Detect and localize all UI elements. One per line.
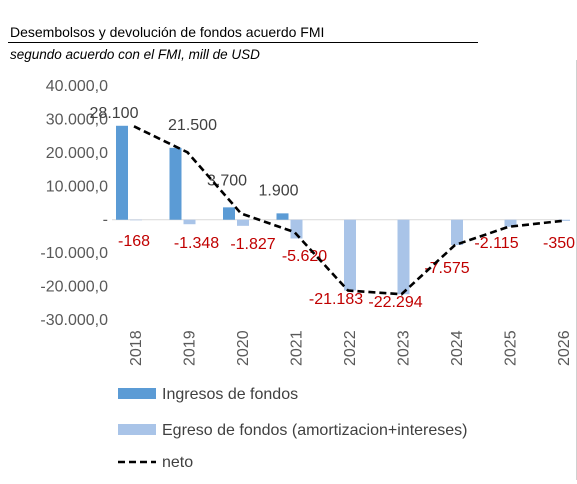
data-label-egreso-2021: -5.620 (282, 248, 327, 265)
x-tick-label-2019: 2019 (182, 330, 199, 366)
bar-egreso-2020 (237, 219, 249, 226)
x-tick-label-2021: 2021 (289, 330, 306, 366)
y-tick-label: 30.000,0 (46, 111, 108, 128)
bar-egreso-2021 (290, 219, 303, 239)
y-tick-label: -20.000,0 (40, 279, 108, 296)
x-tick-label-2022: 2022 (342, 330, 359, 366)
y-tick-label: -10.000,0 (40, 245, 108, 262)
bar-ingresos-2019 (169, 147, 182, 220)
chart-subtitle: segundo acuerdo con el FMI, mill de USD (10, 47, 260, 62)
bar-ingresos-2020 (223, 207, 235, 220)
bar-egreso-2023 (397, 219, 410, 295)
x-tick-label-2024: 2024 (449, 330, 466, 366)
bar-egreso-2022 (344, 219, 356, 291)
bar-egreso-2018 (130, 219, 142, 221)
data-label-egreso-2019: -1.348 (174, 235, 219, 252)
bar-egreso-2019 (183, 219, 196, 225)
y-tick-label: -30.000,0 (40, 312, 108, 329)
x-tick-label-2018: 2018 (128, 330, 145, 366)
legend-label-neto: neto (162, 454, 193, 471)
legend-label-egreso: Egreso de fondos (amortizacion+intereses… (162, 422, 468, 439)
bar-egreso-2024 (451, 219, 463, 246)
data-label-egreso-2026: -350 (543, 235, 575, 252)
x-tick-label-2026: 2026 (556, 330, 573, 366)
legend-swatch-egreso (118, 424, 156, 435)
bar-ingresos-2018 (116, 125, 128, 220)
data-label-ingresos-2019: 21.500 (168, 117, 217, 134)
data-label-egreso-2023: -22.294 (368, 294, 422, 311)
x-tick-label-2025: 2025 (503, 330, 520, 366)
data-label-ingresos-2021: 1.900 (258, 182, 298, 199)
legend-label-ingresos: Ingresos de fondos (162, 386, 298, 403)
bar-ingresos-2021 (276, 213, 289, 220)
y-tick-label: 20.000,0 (46, 145, 108, 162)
y-tick-label: 40.000,0 (46, 78, 108, 95)
data-label-egreso-2018: -168 (118, 233, 150, 250)
data-label-egreso-2025: -2.115 (474, 235, 518, 252)
bar-egreso-2026 (558, 219, 570, 221)
bar-egreso-2025 (504, 219, 517, 227)
data-label-ingresos-2020: 3.700 (207, 172, 247, 189)
data-label-egreso-2020: -1.827 (230, 236, 275, 253)
y-tick-label: 10.000,0 (46, 178, 108, 195)
title-underline (8, 42, 478, 43)
x-tick-label-2020: 2020 (235, 330, 252, 366)
data-label-ingresos-2018: 28.100 (90, 105, 139, 122)
data-label-egreso-2022: -21.183 (309, 291, 363, 308)
line-neto (133, 125, 563, 296)
y-tick-label: - (103, 212, 108, 229)
x-tick-label-2023: 2023 (396, 330, 413, 366)
legend-swatch-ingresos (118, 388, 156, 399)
chart-title: Desembolsos y devolución de fondos acuer… (10, 24, 325, 40)
